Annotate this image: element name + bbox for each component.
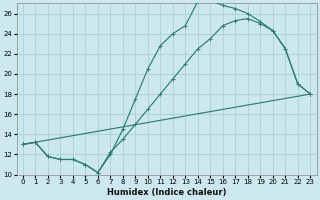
X-axis label: Humidex (Indice chaleur): Humidex (Indice chaleur)	[107, 188, 226, 197]
